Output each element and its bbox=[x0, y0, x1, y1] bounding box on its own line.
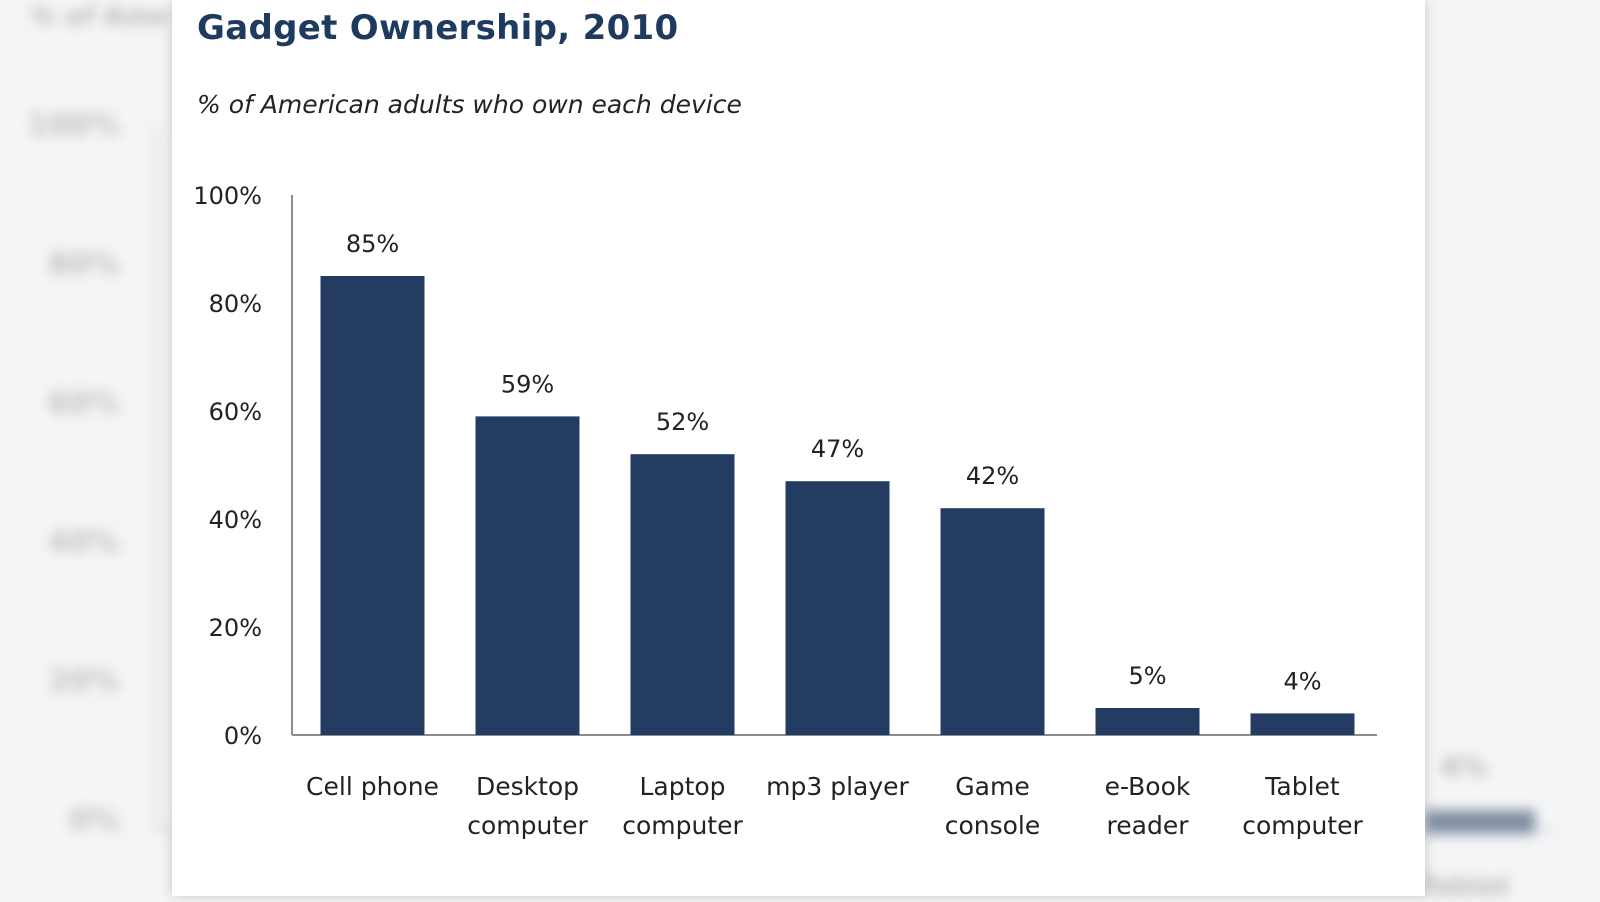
bar bbox=[1095, 708, 1200, 735]
bg-tick-80: 80% bbox=[48, 247, 120, 282]
x-tick-label: computer bbox=[622, 811, 743, 840]
bg-tick-40: 40% bbox=[48, 525, 120, 560]
bar-chart: 0% 20% 40% 60% 80% 100% 85% Cell phone 59% Deskto… bbox=[193, 182, 1377, 840]
x-tick-label: mp3 player bbox=[766, 772, 909, 801]
bg-category-fragment: Tablet bbox=[1420, 872, 1510, 902]
bg-subtitle-fragment: % of Ame bbox=[30, 2, 169, 32]
x-tick-label: reader bbox=[1107, 811, 1190, 840]
x-tick-label: e-Book bbox=[1105, 772, 1191, 801]
bg-tick-0: 0% bbox=[69, 803, 120, 838]
bg-tick-20: 20% bbox=[48, 664, 120, 699]
y-tick-label: 40% bbox=[209, 506, 262, 534]
bar bbox=[785, 481, 890, 735]
y-tick-label: 0% bbox=[224, 722, 262, 750]
x-tick-label: Cell phone bbox=[306, 772, 439, 801]
bg-bar-fragment bbox=[1425, 810, 1535, 834]
y-tick-label: 20% bbox=[209, 614, 262, 642]
bg-value-fragment: 4% bbox=[1440, 750, 1488, 783]
y-tick-label: 100% bbox=[193, 182, 262, 210]
data-label: 85% bbox=[346, 230, 399, 258]
x-tick-label: computer bbox=[467, 811, 588, 840]
bar bbox=[1250, 713, 1355, 735]
chart-card: Gadget Ownership, 2010 % of American adu… bbox=[172, 0, 1425, 896]
data-label: 47% bbox=[811, 435, 864, 463]
bar bbox=[940, 508, 1045, 735]
x-tick-label: console bbox=[945, 811, 1041, 840]
bar bbox=[475, 416, 580, 735]
data-label: 59% bbox=[501, 370, 554, 398]
chart-title: Gadget Ownership, 2010 bbox=[197, 8, 679, 48]
x-tick-label: Tablet bbox=[1264, 772, 1340, 801]
x-tick-label: Desktop bbox=[476, 772, 579, 801]
data-label: 42% bbox=[966, 462, 1019, 490]
bg-tick-60: 60% bbox=[48, 386, 120, 421]
bg-y-axis bbox=[155, 125, 159, 830]
x-tick-label: computer bbox=[1242, 811, 1363, 840]
x-tick-label: Laptop bbox=[639, 772, 725, 801]
data-label: 52% bbox=[656, 408, 709, 436]
y-tick-label: 60% bbox=[209, 398, 262, 426]
y-tick-label: 80% bbox=[209, 290, 262, 318]
bar bbox=[630, 454, 735, 735]
bg-tick-100: 100% bbox=[27, 108, 120, 143]
bar bbox=[320, 276, 425, 735]
data-label: 5% bbox=[1128, 662, 1166, 690]
x-tick-label: Game bbox=[955, 772, 1029, 801]
chart-subtitle: % of American adults who own each device bbox=[197, 90, 742, 119]
data-label: 4% bbox=[1283, 667, 1321, 695]
